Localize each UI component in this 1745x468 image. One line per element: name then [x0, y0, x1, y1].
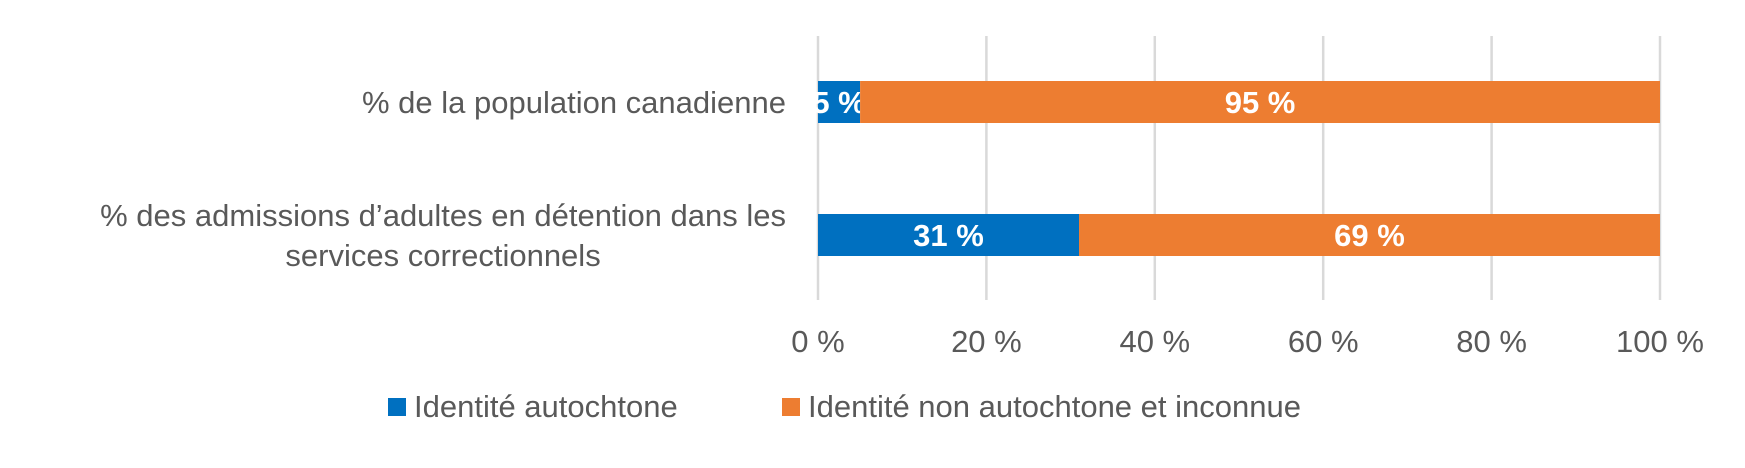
legend-item-1: Identité non autochtone et inconnue	[782, 389, 1301, 424]
legend-item-0: Identité autochtone	[388, 389, 678, 424]
x-tick-label-20: 20 %	[951, 324, 1022, 359]
legend-label: Identité non autochtone et inconnue	[808, 389, 1301, 424]
category-labels: % de la population canadienne % des admis…	[100, 85, 786, 273]
category-label-line: services correctionnels	[285, 238, 600, 273]
bar-series1-cat1	[1079, 214, 1660, 256]
category-label-line: % des admissions d’adultes en détention …	[100, 198, 786, 233]
x-tick-label-80: 80 %	[1456, 324, 1527, 359]
bar-series1-cat0	[860, 81, 1660, 123]
category-label-line: % de la population canadienne	[362, 85, 786, 120]
bar-series0-cat0	[818, 81, 861, 123]
category-label-1: % des admissions d’adultes en détention …	[100, 198, 786, 273]
bars: 5 % 95 % 31 % 69 %	[812, 81, 1660, 256]
x-tick-label-100: 100 %	[1616, 324, 1704, 359]
data-label-series1-cat0: 95 %	[1225, 85, 1296, 120]
bar-series0-cat1	[818, 214, 1080, 256]
grid-lines	[816, 36, 1662, 300]
data-label-series0-cat1: 31 %	[913, 218, 984, 253]
x-tick-label-40: 40 %	[1119, 324, 1190, 359]
data-label-series0-cat0: 5 %	[812, 85, 865, 120]
legend-label: Identité autochtone	[414, 389, 678, 424]
legend-swatch	[782, 398, 800, 416]
x-tick-label-60: 60 %	[1288, 324, 1359, 359]
legend: Identité autochtone Identité non autochto…	[388, 389, 1301, 424]
data-label-series1-cat1: 69 %	[1334, 218, 1405, 253]
category-label-0: % de la population canadienne	[362, 85, 786, 120]
x-axis-tick-labels: 0 % 20 % 40 % 60 % 80 % 100 %	[791, 324, 1704, 359]
legend-swatch	[388, 398, 406, 416]
x-tick-label-0: 0 %	[791, 324, 844, 359]
